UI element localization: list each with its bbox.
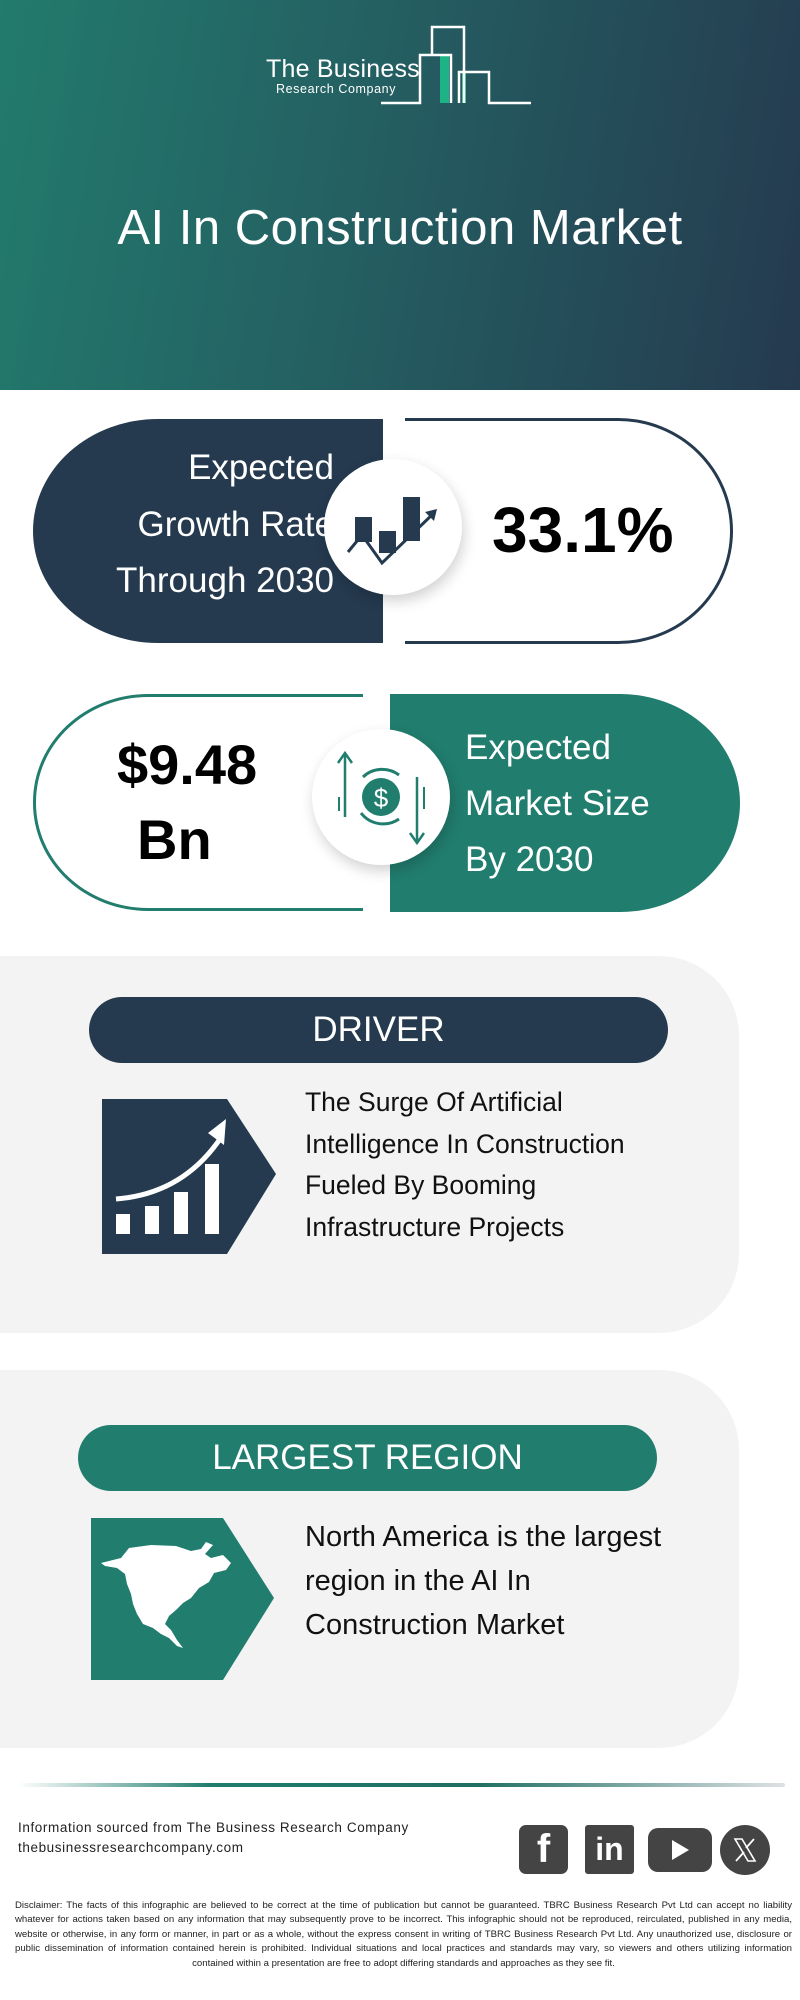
market-label-line: Market Size: [465, 784, 650, 823]
market-icon-circle: $: [312, 729, 450, 865]
driver-text-line: Intelligence In Construction: [305, 1128, 625, 1159]
facebook-icon[interactable]: f: [519, 1825, 568, 1874]
driver-heading: DRIVER: [89, 997, 668, 1063]
growth-label-line: Growth Rate: [137, 505, 334, 544]
market-label-line: By 2030: [465, 840, 594, 879]
growth-label-line: Expected: [188, 448, 334, 487]
north-america-map-icon: [91, 1518, 274, 1680]
logo-text-line2: Research Company: [276, 82, 397, 96]
region-text-line: Construction Market: [305, 1609, 565, 1641]
market-label-line: Expected: [465, 728, 611, 767]
region-text-line: North America is the largest: [305, 1521, 662, 1553]
svg-text:$: $: [374, 783, 389, 813]
header-banner: The Business Research Company AI In Cons…: [0, 0, 800, 390]
linkedin-icon[interactable]: in: [585, 1825, 634, 1874]
footer-divider: [18, 1783, 785, 1787]
growth-icon-circle: [324, 459, 462, 595]
growth-label-line: Through 2030: [116, 561, 334, 600]
website-link[interactable]: thebusinessresearchcompany.com: [18, 1840, 244, 1855]
source-text: Information sourced from The Business Re…: [18, 1820, 409, 1835]
buildings-logo-icon: [381, 25, 531, 105]
company-logo: The Business Research Company: [266, 25, 536, 105]
driver-text-line: The Surge Of Artificial: [305, 1087, 563, 1117]
growth-value-block: [405, 418, 733, 644]
disclaimer-text: Disclaimer: The facts of this infographi…: [15, 1900, 792, 1969]
page-title: AI In Construction Market: [117, 201, 683, 255]
driver-description: The Surge Of Artificial Intelligence In …: [305, 1082, 625, 1248]
youtube-icon[interactable]: [648, 1828, 712, 1872]
region-description: North America is the largest region in t…: [305, 1515, 661, 1647]
driver-text-line: Infrastructure Projects: [305, 1211, 565, 1242]
logo-text-line1: The Business: [266, 55, 420, 83]
region-text-line: region in the AI In: [305, 1565, 531, 1597]
region-heading: LARGEST REGION: [78, 1425, 657, 1491]
driver-text-line: Fueled By Booming: [305, 1170, 537, 1200]
growth-rate-value: 33.1%: [492, 494, 674, 566]
market-size-unit: Bn: [137, 808, 212, 871]
market-value-block: [33, 694, 363, 911]
market-size-value: $9.48: [117, 733, 258, 796]
rising-bar-chart-icon: [102, 1099, 276, 1254]
growth-chart-icon: [346, 497, 437, 566]
dollar-exchange-icon: $: [336, 750, 426, 846]
x-icon[interactable]: [720, 1825, 770, 1875]
